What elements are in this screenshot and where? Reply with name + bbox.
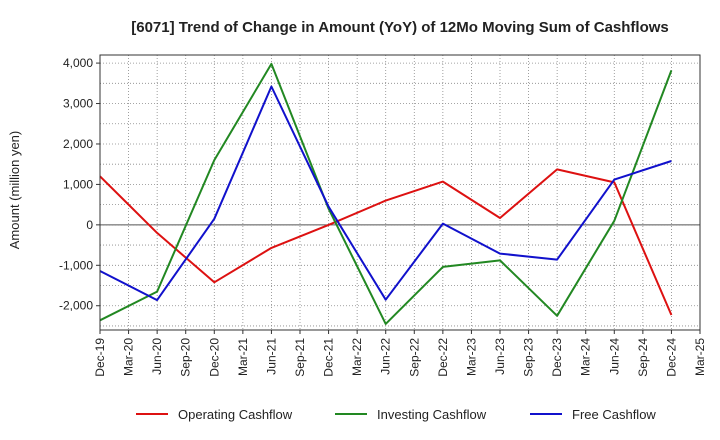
y-tick-labels: 4,000 3,000 2,000 1,000 0 -1,000 -2,000	[59, 56, 100, 313]
y-tick-label: -2,000	[59, 299, 93, 313]
y-tick-label: 1,000	[63, 177, 93, 191]
x-tick-label: Sep-22	[407, 338, 421, 377]
legend-label-operating-cashflow: Operating Cashflow	[178, 407, 293, 422]
x-tick-label: Mar-25	[693, 338, 707, 376]
x-tick-label: Mar-23	[464, 338, 478, 376]
series-lines	[99, 62, 673, 325]
operating-cashflow-line	[99, 168, 673, 316]
free-cashflow-line	[99, 85, 672, 302]
x-tick-label: Dec-22	[436, 338, 450, 377]
x-tick-label: Dec-24	[664, 338, 678, 377]
y-tick-label: 0	[86, 218, 93, 232]
x-tick-label: Jun-23	[493, 338, 507, 375]
x-tick-label: Sep-20	[179, 338, 193, 377]
y-tick-label: 3,000	[63, 97, 93, 111]
x-tick-label: Mar-24	[579, 338, 593, 376]
x-tick-label: Dec-20	[207, 338, 221, 377]
grid-lines	[99, 55, 701, 330]
y-tick-label: 2,000	[63, 137, 93, 151]
x-tick-label: Dec-19	[93, 338, 107, 377]
x-tick-label: Jun-22	[379, 338, 393, 375]
x-tick-label: Sep-21	[293, 338, 307, 377]
x-tick-labels: Dec-19 Mar-20 Jun-20 Sep-20 Dec-20 Mar-21 Jun-…	[93, 330, 707, 377]
legend-label-investing-cashflow: Investing Cashflow	[377, 407, 487, 422]
legend: Operating Cashflow Investing Cashflow Free…	[136, 407, 656, 422]
y-tick-label: 4,000	[63, 56, 93, 70]
x-tick-label: Jun-21	[264, 338, 278, 375]
x-tick-label: Dec-23	[550, 338, 564, 377]
x-tick-label: Mar-22	[350, 338, 364, 376]
y-axis-label: Amount (million yen)	[7, 131, 22, 250]
y-tick-label: -1,000	[59, 258, 93, 272]
x-tick-label: Sep-24	[636, 338, 650, 377]
plot-frame	[99, 54, 701, 331]
investing-cashflow-line	[99, 62, 673, 325]
x-tick-label: Jun-24	[607, 338, 621, 375]
x-tick-label: Sep-23	[522, 338, 536, 377]
legend-label-free-cashflow: Free Cashflow	[572, 407, 656, 422]
x-tick-label: Dec-21	[322, 338, 336, 377]
x-tick-label: Mar-21	[236, 338, 250, 376]
x-tick-label: Jun-20	[150, 338, 164, 375]
x-tick-label: Mar-20	[122, 338, 136, 376]
chart-title: [6071] Trend of Change in Amount (YoY) o…	[131, 19, 669, 36]
